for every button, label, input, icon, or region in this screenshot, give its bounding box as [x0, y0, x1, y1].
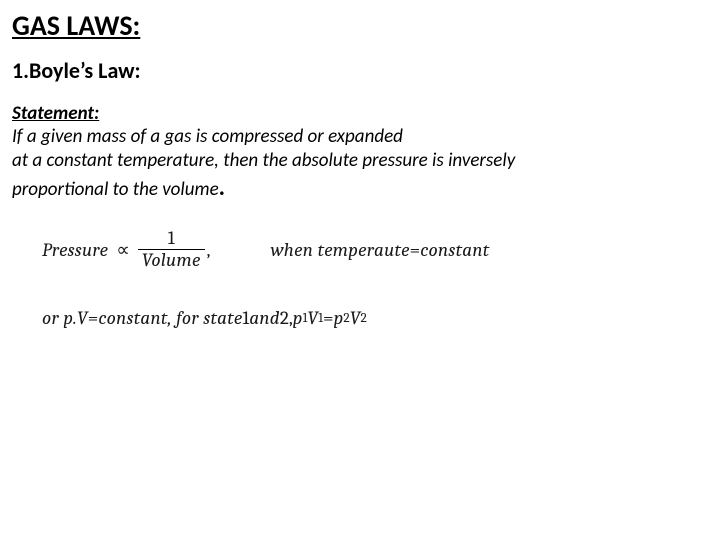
eq2-V2: V — [350, 307, 361, 329]
eq1-frac-den: Volume — [138, 251, 205, 271]
eq2-and: and — [249, 307, 280, 329]
eq1-comma: , — [207, 239, 211, 261]
eq2-sub2b: 2 — [361, 311, 367, 326]
statement-line-3: proportional to the volume — [12, 178, 219, 201]
eq1-frac-num: 1 — [164, 229, 179, 249]
eq2-one: 1 — [242, 307, 249, 329]
eq2-eq1: = — [88, 307, 99, 329]
proportional-symbol: ∝ — [116, 239, 130, 261]
eq2-constant: constant — [98, 307, 167, 329]
statement-body: If a given mass of a gas is compressed o… — [12, 125, 708, 203]
eq1-cond-rhs: constant — [420, 239, 489, 261]
statement-line-2: at a constant temperature, then the abso… — [12, 149, 515, 172]
equation-row-1: Pressure ∝ 1 Volume , when temperaute = … — [42, 229, 708, 272]
statement-period: . — [219, 173, 225, 202]
eq1-lhs: Pressure — [42, 239, 108, 261]
eq1-fraction: 1 Volume — [138, 229, 205, 272]
eq2-V1: V — [307, 307, 318, 329]
statement-label: Statement: — [12, 102, 708, 125]
eq2-mid: , for state — [168, 307, 243, 329]
page-title: GAS LAWS: — [12, 8, 708, 43]
equation-block: Pressure ∝ 1 Volume , when temperaute = … — [42, 229, 708, 330]
eq2-eq2: = — [323, 307, 334, 329]
eq2-two: 2 — [280, 307, 289, 329]
eq2-prefix: or p.V — [42, 307, 88, 329]
eq1-cond-prefix: when temperaute — [270, 239, 409, 261]
eq1-cond-eq: = — [410, 239, 421, 261]
equation-row-2: or p.V = constant , for state 1 and 2 , … — [42, 307, 708, 329]
eq2-p2: p — [334, 307, 344, 329]
statement-line-1: If a given mass of a gas is compressed o… — [12, 125, 403, 148]
eq2-p1: p — [293, 307, 303, 329]
section-subtitle: 1.Boyle’s Law: — [12, 57, 708, 84]
